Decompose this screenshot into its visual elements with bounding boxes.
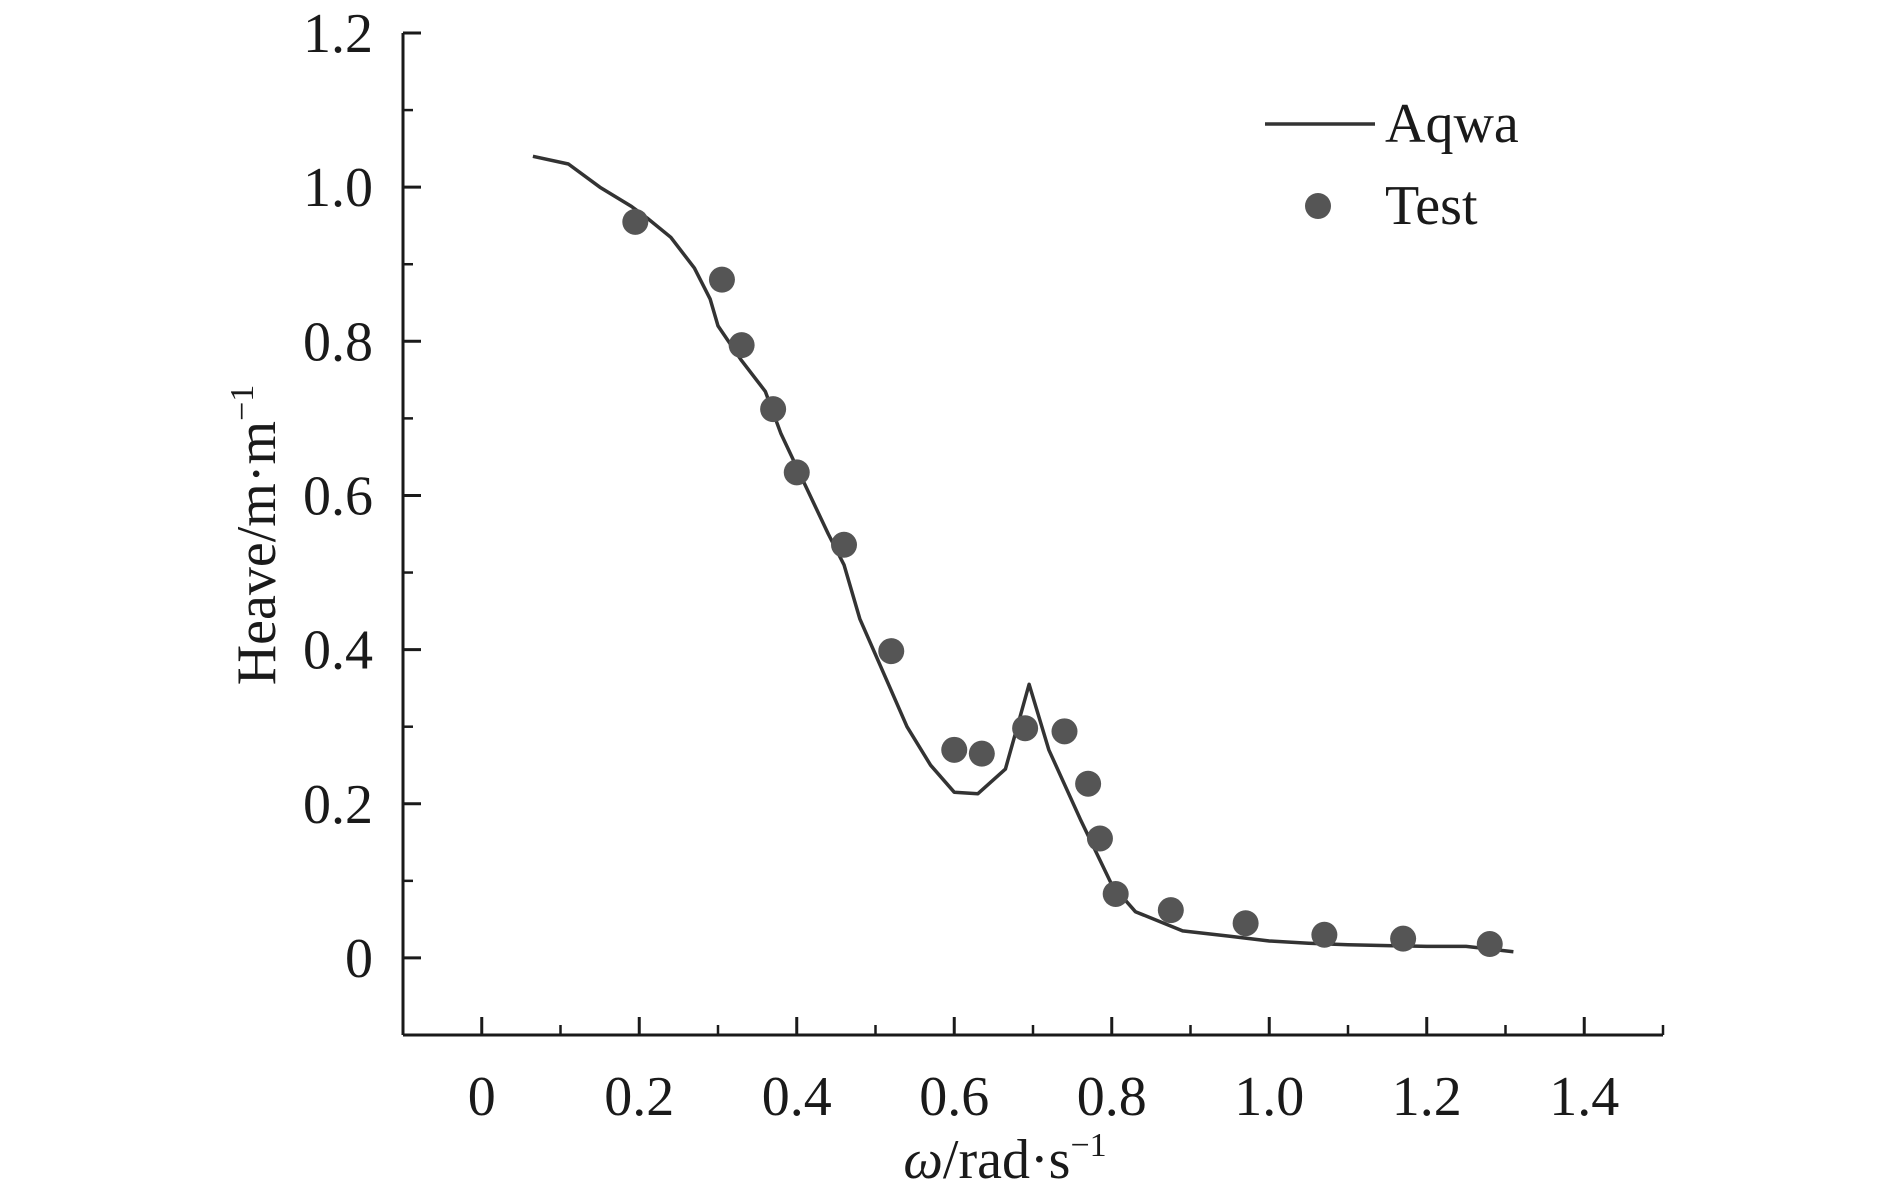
test-point [1476, 931, 1503, 958]
test-point [1390, 925, 1417, 952]
test-point [783, 459, 810, 486]
x-axis-label-symbol: ω [903, 1129, 943, 1181]
y-tick-label: 1.2 [303, 3, 373, 65]
y-tick-label: 0.2 [303, 774, 373, 836]
y-axis-label-text: Heave/m·m [226, 421, 288, 685]
major-ticks [403, 31, 1586, 1035]
test-point [1075, 770, 1102, 797]
test-point [1311, 921, 1338, 948]
y-tick-label: 0.6 [303, 465, 373, 527]
x-tick-labels: 0 0.2 0.4 0.6 0.8 1.0 1.2 1.4 [468, 1066, 1620, 1128]
y-tick-labels: 0 0.2 0.4 0.6 0.8 1.0 1.2 [303, 3, 373, 990]
test-point [622, 208, 649, 235]
x-axis-label: ω/rad·s−1 [903, 1127, 1106, 1181]
test-point [831, 531, 857, 558]
test-point [1232, 910, 1259, 937]
y-axis-label-exponent: −1 [224, 385, 261, 421]
test-point [708, 266, 735, 293]
legend: Aqwa Test [1265, 93, 1519, 237]
x-tick-label: 0 [468, 1066, 496, 1128]
legend-label-aqwa: Aqwa [1385, 93, 1519, 155]
y-tick-label: 0.4 [303, 620, 373, 682]
aqwa-series-line [532, 154, 1514, 954]
legend-dot-swatch [1305, 193, 1331, 219]
test-point [878, 638, 905, 665]
test-point [1157, 897, 1184, 924]
test-point [728, 332, 755, 359]
test-series-points [622, 208, 1503, 958]
x-tick-label: 1.4 [1549, 1066, 1619, 1128]
x-axis-label-unit: /rad·s [943, 1129, 1071, 1181]
legend-label-test: Test [1385, 175, 1478, 237]
x-tick-label: 1.2 [1392, 1066, 1462, 1128]
test-point [941, 736, 968, 763]
x-tick-label: 1.0 [1234, 1066, 1304, 1128]
test-point [1051, 718, 1078, 745]
x-tick-label: 0.8 [1077, 1066, 1147, 1128]
y-tick-label: 0.8 [303, 311, 373, 373]
y-tick-label: 1.0 [303, 157, 373, 219]
test-point [760, 396, 787, 423]
x-axis-label-exponent: −1 [1070, 1127, 1106, 1164]
test-point [1012, 715, 1039, 742]
test-point [1102, 880, 1129, 907]
x-tick-label: 0.2 [604, 1066, 674, 1128]
test-point [968, 740, 995, 767]
x-tick-label: 0.6 [919, 1066, 989, 1128]
x-tick-label: 0.4 [762, 1066, 832, 1128]
test-point [1086, 825, 1113, 852]
y-tick-label: 0 [345, 928, 373, 990]
minor-ticks [401, 108, 1665, 1037]
y-axis-label: Heave/m·m−1 [224, 385, 288, 686]
